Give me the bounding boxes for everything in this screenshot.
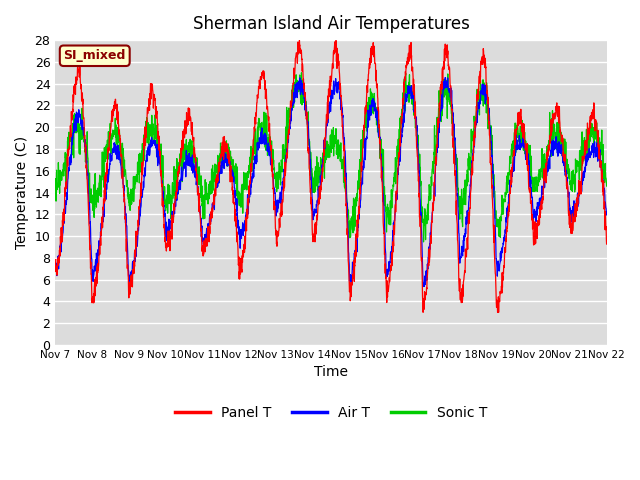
- Legend: Panel T, Air T, Sonic T: Panel T, Air T, Sonic T: [170, 401, 492, 426]
- Y-axis label: Temperature (C): Temperature (C): [15, 136, 29, 249]
- Title: Sherman Island Air Temperatures: Sherman Island Air Temperatures: [193, 15, 469, 33]
- Text: SI_mixed: SI_mixed: [63, 49, 126, 62]
- X-axis label: Time: Time: [314, 365, 348, 379]
